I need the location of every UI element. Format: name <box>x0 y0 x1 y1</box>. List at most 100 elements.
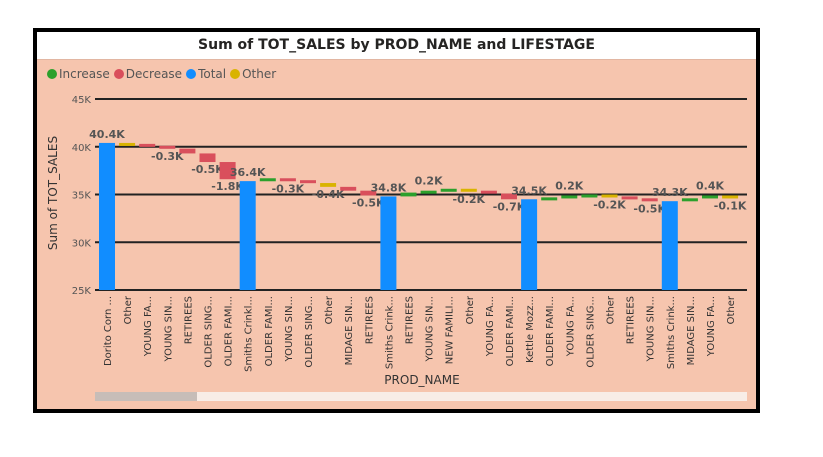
waterfall-bar <box>159 145 176 149</box>
x-tick-label: OLDER SING... <box>585 296 596 368</box>
x-tick-label: Smiths Crinkl... <box>244 296 255 372</box>
data-label: 0.2K <box>415 175 443 188</box>
waterfall-bar <box>561 195 578 199</box>
data-label: -0.1K <box>714 199 747 212</box>
waterfall-bar <box>99 142 115 290</box>
x-tick-label: RETIREES <box>183 296 194 344</box>
x-tick-label: Other <box>726 295 737 324</box>
x-tick-label: YOUNG SIN... <box>646 296 657 362</box>
data-label: -0.5K <box>352 196 385 209</box>
x-tick-label: Other <box>324 295 335 324</box>
waterfall-bar <box>139 143 156 147</box>
data-label: 0.4K <box>696 179 724 192</box>
waterfall-bar <box>300 180 316 184</box>
x-tick-label: NEW FAMILI... <box>445 296 456 364</box>
data-label: 36.4K <box>230 166 266 179</box>
waterfall-bar <box>279 178 296 182</box>
waterfall-bar <box>219 162 236 180</box>
x-tick-label: YOUNG FA... <box>706 296 717 357</box>
x-tick-label: YOUNG SIN... <box>284 296 295 362</box>
chart-visual: Sum of TOT_SALES by PROD_NAME and LIFEST… <box>33 28 760 413</box>
x-tick-label: Smiths Crink... <box>666 296 677 369</box>
chart-title-bar: Sum of TOT_SALES by PROD_NAME and LIFEST… <box>37 32 756 60</box>
legend-label: Decrease <box>125 67 183 81</box>
legend-dot-icon <box>186 69 197 79</box>
waterfall-bar <box>661 201 678 290</box>
waterfall-bar <box>400 192 417 197</box>
x-tick-label: YOUNG SIN... <box>425 296 436 362</box>
x-tick-label: RETIREES <box>364 296 375 344</box>
legend-label: Increase <box>59 67 110 81</box>
data-label: -0.7K <box>493 200 526 213</box>
x-tick-label: RETIREES <box>626 296 637 344</box>
data-label: -0.4K <box>312 188 345 201</box>
data-label: 34.5K <box>511 184 547 197</box>
waterfall-bar <box>681 198 698 202</box>
x-tick-label: YOUNG FA... <box>565 296 576 357</box>
legend-label: Total <box>198 67 227 81</box>
data-label: 0.2K <box>555 179 583 192</box>
y-tick-label: 35K <box>72 191 92 202</box>
data-label: -0.3K <box>272 182 305 195</box>
x-tick-label: YOUNG FA... <box>485 296 496 357</box>
waterfall-bar <box>601 194 618 198</box>
data-label: 34.3K <box>652 186 688 199</box>
x-tick-label: Dorito Corn ... <box>103 296 114 366</box>
y-tick-label: 30K <box>72 238 92 249</box>
waterfall-bar <box>320 183 337 187</box>
x-tick-label: OLDER SING... <box>304 296 315 368</box>
x-tick-label: RETIREES <box>405 296 416 344</box>
legend-item-decrease[interactable]: Decrease <box>113 67 183 81</box>
waterfall-bar <box>420 190 437 194</box>
legend-item-increase[interactable]: Increase <box>47 67 110 81</box>
x-tick-label: MIDAGE SIN... <box>686 296 697 365</box>
data-label: 40.4K <box>89 128 125 141</box>
horizontal-scrollbar[interactable] <box>95 392 747 401</box>
waterfall-bar <box>621 196 638 200</box>
waterfall-bar <box>521 199 538 290</box>
x-tick-label: OLDER FAMI... <box>264 296 275 366</box>
data-label: -0.3K <box>151 150 184 163</box>
waterfall-bar <box>541 197 558 201</box>
waterfall-bar <box>480 190 497 194</box>
data-label: -0.5K <box>633 202 666 215</box>
data-label: -0.2K <box>453 193 486 206</box>
chart-title: Sum of TOT_SALES by PROD_NAME and LIFEST… <box>198 37 595 53</box>
waterfall-bar <box>460 188 477 192</box>
x-tick-label: Smiths Crink... <box>384 296 395 369</box>
x-tick-label: Other <box>123 295 134 324</box>
waterfall-bar <box>259 178 276 182</box>
y-axis-title: Sum of TOT_SALES <box>46 136 60 250</box>
data-label: -1.8K <box>211 180 244 193</box>
waterfall-bar <box>380 196 397 290</box>
data-label: -0.2K <box>593 199 626 212</box>
y-tick-label: 25K <box>72 286 92 297</box>
waterfall-bar <box>360 190 377 196</box>
waterfall-bar <box>440 188 457 192</box>
waterfall-bar <box>722 195 739 199</box>
legend-dot-icon <box>230 69 241 79</box>
x-tick-label: MIDAGE SIN... <box>344 296 355 365</box>
x-tick-label: OLDER FAMI... <box>545 296 556 366</box>
waterfall-bar <box>702 195 718 199</box>
x-tick-label: YOUNG SIN... <box>163 296 174 362</box>
scrollbar-thumb[interactable] <box>95 392 197 401</box>
legend-item-other[interactable]: Other <box>230 67 276 81</box>
waterfall-bar <box>199 153 216 163</box>
x-tick-label: YOUNG FA... <box>143 296 154 357</box>
waterfall-bar <box>119 142 136 146</box>
x-tick-label: OLDER FAMI... <box>505 296 516 366</box>
waterfall-bar <box>501 193 517 200</box>
waterfall-bar <box>641 198 658 202</box>
legend-label: Other <box>242 67 277 81</box>
legend-dot-icon <box>113 69 124 79</box>
waterfall-bar <box>179 148 196 154</box>
chart-legend: Increase Decrease Total Other <box>47 67 276 81</box>
waterfall-bar <box>239 181 256 290</box>
y-tick-label: 45K <box>72 95 92 106</box>
y-tick-label: 40K <box>72 143 92 154</box>
x-tick-label: Other <box>606 295 617 324</box>
waterfall-bar <box>340 186 357 191</box>
legend-item-total[interactable]: Total <box>186 67 226 81</box>
x-tick-label: Other <box>465 295 476 324</box>
